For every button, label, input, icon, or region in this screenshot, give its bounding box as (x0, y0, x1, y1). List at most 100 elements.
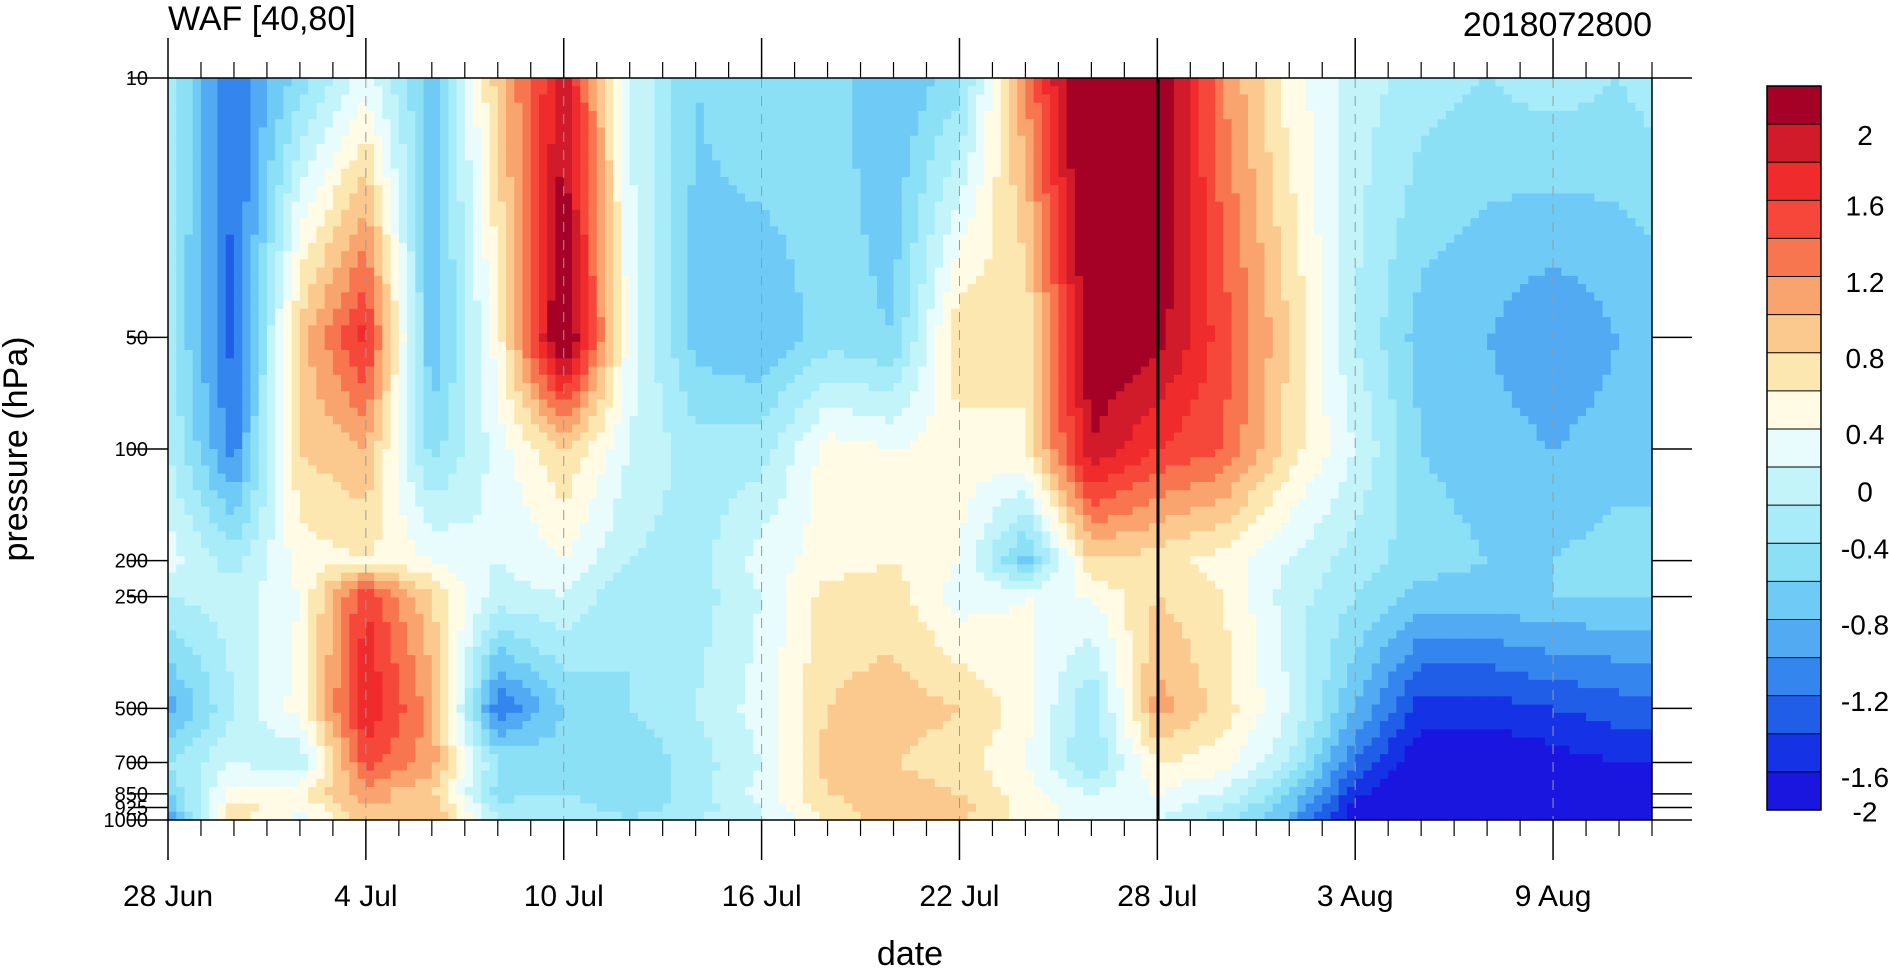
field-cell (604, 267, 614, 277)
field-cell (1396, 284, 1406, 293)
field-cell (844, 275, 853, 285)
field-cell (1206, 176, 1216, 186)
field-cell (934, 234, 944, 244)
field-cell (695, 102, 705, 112)
field-cell (670, 86, 680, 96)
field-cell (629, 242, 639, 252)
field-cell (530, 94, 540, 104)
field-cell (299, 242, 309, 252)
field-cell (1083, 292, 1092, 302)
field-cell (1050, 209, 1059, 219)
field-cell (703, 168, 713, 178)
field-cell (1281, 78, 1290, 87)
field-cell (918, 292, 928, 302)
field-cell (1305, 176, 1315, 186)
field-cell (1404, 127, 1414, 137)
field-cell (1066, 284, 1076, 293)
field-cell (1173, 152, 1183, 162)
field-cell (1528, 160, 1538, 170)
field-cell (1248, 78, 1257, 87)
field-cell (794, 209, 804, 219)
field-cell (357, 226, 367, 236)
field-cell (745, 267, 754, 277)
field-cell (1182, 218, 1191, 227)
field-cell (1313, 234, 1323, 244)
field-cell (357, 193, 367, 203)
field-cell (728, 152, 738, 162)
field-cell (1487, 102, 1496, 112)
field-cell (868, 176, 878, 186)
field-cell (1091, 160, 1101, 170)
field-cell (1173, 94, 1183, 104)
field-cell (1412, 86, 1422, 96)
field-cell (1281, 94, 1290, 104)
field-cell (687, 209, 697, 219)
field-cell (654, 275, 664, 285)
field-cell (1610, 127, 1620, 137)
field-cell (1206, 78, 1216, 87)
field-cell (571, 110, 581, 120)
field-cell (481, 86, 491, 96)
field-cell (275, 94, 285, 104)
field-cell (934, 267, 944, 277)
field-cell (242, 94, 252, 104)
field-cell (283, 86, 293, 96)
field-cell (918, 209, 928, 219)
field-cell (1264, 185, 1274, 195)
field-cell (893, 152, 903, 162)
field-cell (324, 193, 334, 203)
field-cell (1544, 209, 1554, 219)
field-cell (844, 86, 853, 96)
field-cell (910, 201, 919, 211)
field-cell (629, 176, 639, 186)
field-cell (1099, 110, 1109, 120)
field-cell (1116, 259, 1125, 269)
field-cell (703, 78, 713, 87)
field-cell (1297, 86, 1307, 96)
field-cell (1330, 226, 1340, 236)
field-cell (539, 193, 548, 203)
field-cell (877, 292, 886, 302)
field-cell (679, 267, 688, 277)
field-cell (1322, 135, 1332, 145)
field-cell (299, 135, 309, 145)
field-cell (555, 86, 565, 96)
field-cell (1346, 267, 1356, 277)
field-cell (1379, 102, 1389, 112)
field-cell (778, 275, 787, 285)
field-cell (1256, 78, 1266, 87)
field-cell (1206, 110, 1216, 120)
field-cell (1008, 168, 1018, 178)
field-cell (1511, 234, 1521, 244)
field-cell (1470, 135, 1480, 145)
field-cell (398, 176, 408, 186)
field-cell (1363, 267, 1373, 277)
field-cell (1116, 135, 1125, 145)
field-cell (1569, 143, 1579, 153)
field-cell (1610, 152, 1620, 162)
field-cell (1586, 102, 1595, 112)
field-cell (604, 168, 614, 178)
field-cell (250, 176, 260, 186)
field-cell (1124, 284, 1134, 293)
field-cell (1132, 242, 1142, 252)
field-cell (942, 259, 952, 269)
field-cell (1313, 102, 1323, 112)
field-cell (168, 234, 177, 244)
field-cell (1478, 242, 1488, 252)
field-cell (1132, 160, 1142, 170)
field-cell (1610, 185, 1620, 195)
field-cell (1371, 193, 1381, 203)
field-cell (176, 292, 186, 302)
field-cell (473, 152, 482, 162)
field-cell (1297, 267, 1307, 277)
field-cell (1231, 242, 1241, 252)
field-cell (1470, 119, 1480, 129)
field-cell (1132, 259, 1142, 269)
field-cell (530, 102, 540, 112)
field-cell (563, 86, 573, 96)
field-cell (349, 259, 359, 269)
field-cell (794, 152, 804, 162)
field-cell (761, 226, 771, 236)
field-cell (250, 152, 260, 162)
